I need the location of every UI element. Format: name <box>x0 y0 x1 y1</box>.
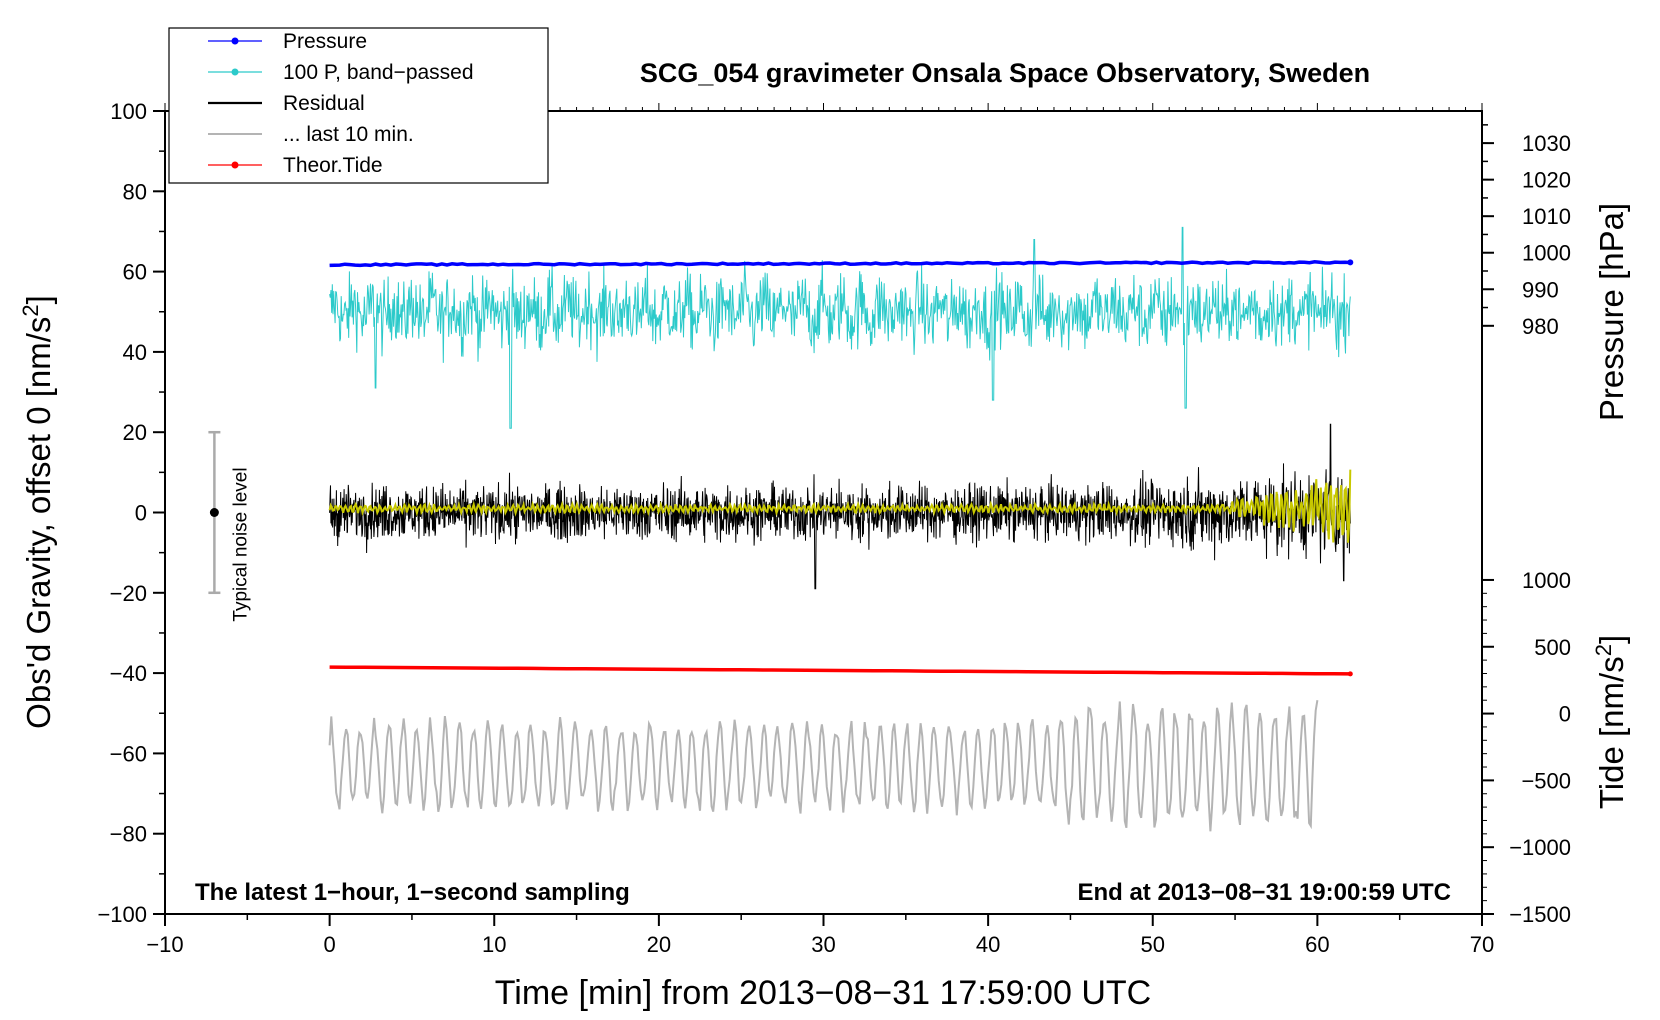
legend-label: Residual <box>283 92 365 115</box>
x-tick-label: 30 <box>811 932 835 957</box>
y-axis-label-tide-text: Tide [nm/s <box>1593 656 1630 809</box>
y-tick-label: −20 <box>110 581 147 606</box>
y-tick-label: −80 <box>110 822 147 847</box>
tide-tick-label: 0 <box>1559 702 1571 727</box>
y-tick-label: 60 <box>123 260 147 285</box>
legend-label: ... last 10 min. <box>283 123 414 146</box>
legend-label: Theor.Tide <box>283 154 383 177</box>
y-tick-label: 20 <box>123 420 147 445</box>
pressure-axis-ticks: 1030 1020 1010 1000 990 980 <box>1482 131 1571 339</box>
series-theor-tide-end-marker <box>1347 671 1353 677</box>
series-pressure <box>329 260 1351 268</box>
pressure-tick-label: 990 <box>1522 277 1559 302</box>
x-tick-label: −10 <box>146 932 183 957</box>
tide-tick-label: −1000 <box>1509 835 1571 860</box>
x-tick-label: 50 <box>1141 932 1165 957</box>
x-axis-label: Time [min] from 2013−08−31 17:59:00 UTC <box>495 974 1151 1012</box>
legend: Pressure 100 P, band−passed Residual ... la… <box>168 27 549 184</box>
x-tick-label: 0 <box>324 932 336 957</box>
tide-tick-label: 500 <box>1534 635 1571 660</box>
x-tick-label: 10 <box>482 932 506 957</box>
annotation-bottom-left: The latest 1−hour, 1−second sampling <box>195 879 630 906</box>
chart-title: SCG_054 gravimeter Onsala Space Observat… <box>640 58 1370 88</box>
y-tick-label: −100 <box>97 902 147 927</box>
series-pressure-end-marker <box>1347 259 1354 266</box>
y-tick-label: 100 <box>110 99 147 124</box>
y-tick-label: 0 <box>135 501 147 526</box>
pressure-tick-label: 1020 <box>1522 168 1571 193</box>
y-axis-label-tide-end: ] <box>1593 635 1630 644</box>
y-tick-label: −40 <box>110 661 147 686</box>
series-band-passed-pressure <box>329 226 1351 429</box>
x-axis-ticks: −10 0 10 20 30 40 50 60 70 <box>146 914 1494 957</box>
pressure-tick-label: 1030 <box>1522 131 1571 156</box>
y-tick-label: −60 <box>110 741 147 766</box>
legend-label: 100 P, band−passed <box>283 61 474 84</box>
noise-bar-label: Typical noise level <box>230 467 251 621</box>
y-axis-label-main-text: Obs'd Gravity, offset 0 [nm/s <box>20 317 57 729</box>
y-tick-label: 40 <box>123 340 147 365</box>
y-axis-label-tide: Tide [nm/s2] <box>1591 635 1631 809</box>
series-residual <box>329 423 1351 590</box>
series-last-10-min <box>328 700 1319 832</box>
series-layer <box>328 226 1354 832</box>
tide-axis-ticks: 1000 500 0 −500 −1000 −1500 <box>1482 568 1571 927</box>
tide-tick-label: −500 <box>1521 768 1571 793</box>
series-residual-smoothed <box>328 469 1352 543</box>
legend-box <box>168 27 549 184</box>
legend-marker <box>231 37 239 45</box>
series-theor-tide <box>329 665 1351 676</box>
y-axis-ticks: 100 80 60 40 20 0 −20 −40 −60 −80 −100 <box>97 99 165 927</box>
noise-bar-dot <box>209 508 219 517</box>
pressure-tick-label: 1010 <box>1522 204 1571 229</box>
annotation-bottom-right: End at 2013−08−31 19:00:59 UTC <box>1077 879 1451 906</box>
legend-label: Pressure <box>283 30 367 53</box>
x-tick-label: 60 <box>1305 932 1329 957</box>
noise-bar: Typical noise level <box>208 430 251 622</box>
y-tick-label: 80 <box>123 179 147 204</box>
x-tick-label: 20 <box>647 932 671 957</box>
y-axis-label-tide-sup: 2 <box>1591 644 1616 656</box>
x-tick-label: 70 <box>1470 932 1494 957</box>
x-tick-label: 40 <box>976 932 1000 957</box>
tide-tick-label: 1000 <box>1522 568 1571 593</box>
y-axis-label-main-sup: 2 <box>18 304 43 316</box>
pressure-tick-label: 980 <box>1522 314 1559 339</box>
y-axis-label-pressure: Pressure [hPa] <box>1593 203 1630 421</box>
y-axis-label-main-end: ] <box>20 295 57 304</box>
legend-marker <box>231 161 239 169</box>
pressure-tick-label: 1000 <box>1522 241 1571 266</box>
legend-marker <box>231 68 239 76</box>
y-axis-label-main: Obs'd Gravity, offset 0 [nm/s2] <box>18 295 58 729</box>
tide-tick-label: −1500 <box>1509 902 1571 927</box>
